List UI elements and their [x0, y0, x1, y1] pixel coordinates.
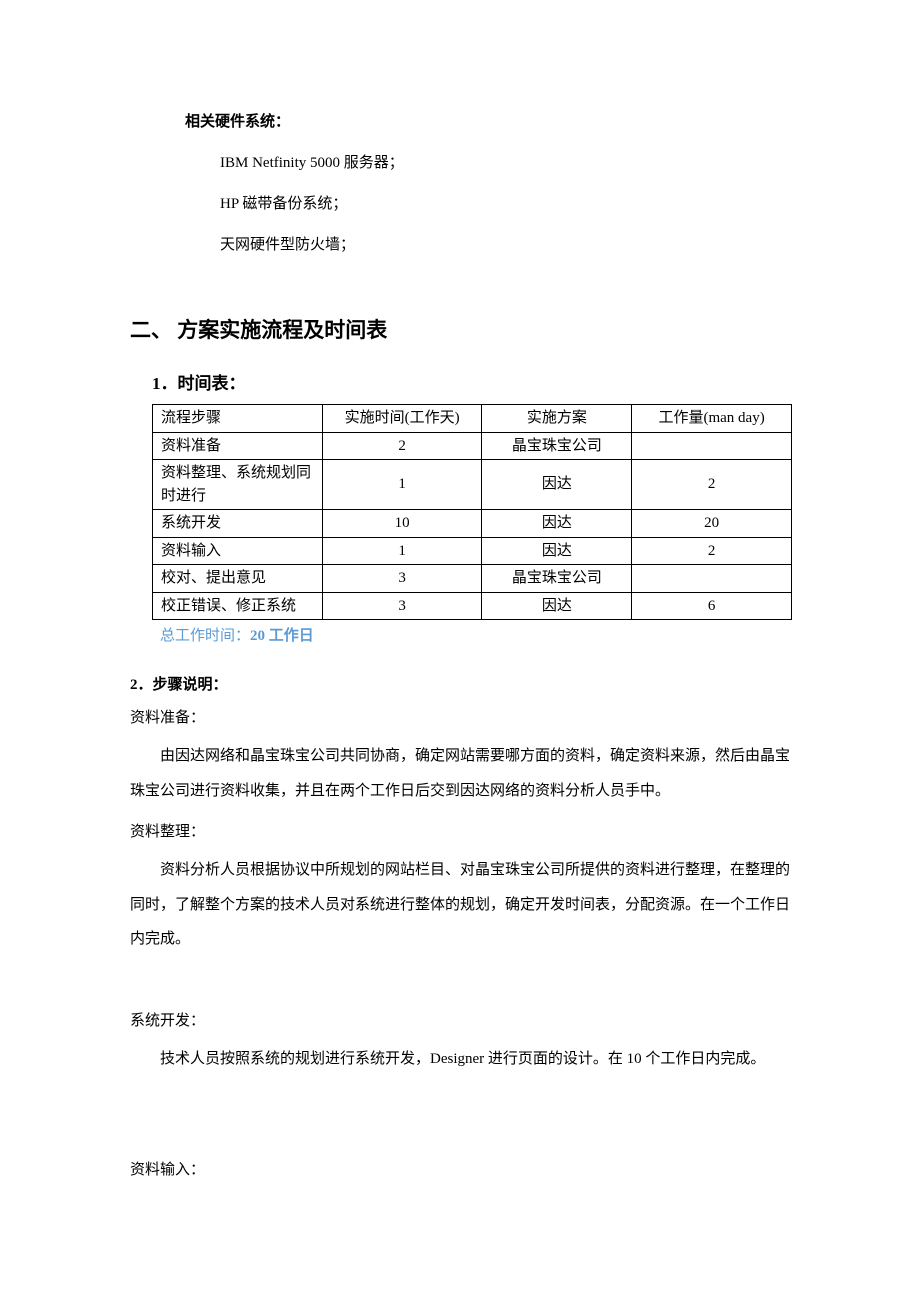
cell-work: 20: [632, 510, 792, 538]
cell-work: 6: [632, 592, 792, 620]
table-row: 资料准备 2 晶宝珠宝公司: [153, 432, 792, 460]
step-label: 系统开发：: [130, 1009, 790, 1030]
cell-plan: 晶宝珠宝公司: [482, 432, 632, 460]
step-body: 由因达网络和晶宝珠宝公司共同协商，确定网站需要哪方面的资料，确定资料来源，然后由…: [130, 739, 790, 808]
col-header-time: 实施时间(工作天): [322, 405, 482, 433]
cell-time: 10: [322, 510, 482, 538]
cell-step: 资料整理、系统规划同时进行: [153, 460, 323, 510]
col-header-work: 工作量(man day): [632, 405, 792, 433]
step-body: 资料分析人员根据协议中所规划的网站栏目、对晶宝珠宝公司所提供的资料进行整理，在整…: [130, 853, 790, 957]
cell-time: 1: [322, 460, 482, 510]
cell-work: [632, 565, 792, 593]
hardware-item: IBM Netfinity 5000 服务器；: [220, 151, 790, 172]
cell-time: 1: [322, 537, 482, 565]
cell-plan: 因达: [482, 537, 632, 565]
step-label: 资料输入：: [130, 1158, 790, 1179]
table-row: 资料整理、系统规划同时进行 1 因达 2: [153, 460, 792, 510]
summary-prefix: 总工作时间：: [160, 628, 250, 644]
document-page: 相关硬件系统： IBM Netfinity 5000 服务器； HP 磁带备份系…: [0, 0, 920, 1271]
table-header-row: 流程步骤 实施时间(工作天) 实施方案 工作量(man day): [153, 405, 792, 433]
step-label: 资料准备：: [130, 706, 790, 727]
col-header-step: 流程步骤: [153, 405, 323, 433]
summary-line: 总工作时间：20 工作日: [160, 624, 790, 645]
summary-value: 20 工作日: [250, 628, 314, 644]
cell-plan: 因达: [482, 592, 632, 620]
table-body: 资料准备 2 晶宝珠宝公司 资料整理、系统规划同时进行 1 因达 2 系统开发 …: [153, 432, 792, 620]
cell-step: 校正错误、修正系统: [153, 592, 323, 620]
cell-plan: 因达: [482, 460, 632, 510]
spacer: [130, 1088, 790, 1158]
hardware-item: HP 磁带备份系统；: [220, 192, 790, 213]
step-label: 资料整理：: [130, 820, 790, 841]
table-row: 系统开发 10 因达 20: [153, 510, 792, 538]
cell-step: 校对、提出意见: [153, 565, 323, 593]
schedule-table: 流程步骤 实施时间(工作天) 实施方案 工作量(man day) 资料准备 2 …: [152, 404, 792, 620]
cell-step: 资料准备: [153, 432, 323, 460]
cell-plan: 因达: [482, 510, 632, 538]
cell-plan: 晶宝珠宝公司: [482, 565, 632, 593]
table-row: 校对、提出意见 3 晶宝珠宝公司: [153, 565, 792, 593]
table-row: 校正错误、修正系统 3 因达 6: [153, 592, 792, 620]
step-body-text: 由因达网络和晶宝珠宝公司共同协商，确定网站需要哪方面的资料，确定资料来源，然后由…: [130, 748, 790, 799]
section-heading: 二、 方案实施流程及时间表: [130, 314, 790, 344]
sub2-heading: 2．步骤说明：: [130, 673, 790, 694]
cell-work: 2: [632, 460, 792, 510]
cell-step: 系统开发: [153, 510, 323, 538]
col-header-plan: 实施方案: [482, 405, 632, 433]
hardware-heading: 相关硬件系统：: [185, 110, 790, 131]
sub1-heading: 1．时间表：: [152, 369, 790, 394]
spacer: [130, 969, 790, 1009]
step-body: 技术人员按照系统的规划进行系统开发，Designer 进行页面的设计。在 10 …: [130, 1042, 790, 1077]
step-body-text: 技术人员按照系统的规划进行系统开发，Designer 进行页面的设计。在 10 …: [160, 1051, 765, 1067]
hardware-item: 天网硬件型防火墙；: [220, 233, 790, 254]
step-body-text: 资料分析人员根据协议中所规划的网站栏目、对晶宝珠宝公司所提供的资料进行整理，在整…: [130, 862, 790, 947]
table-row: 资料输入 1 因达 2: [153, 537, 792, 565]
cell-time: 3: [322, 565, 482, 593]
cell-work: 2: [632, 537, 792, 565]
cell-time: 3: [322, 592, 482, 620]
cell-time: 2: [322, 432, 482, 460]
cell-work: [632, 432, 792, 460]
cell-step: 资料输入: [153, 537, 323, 565]
